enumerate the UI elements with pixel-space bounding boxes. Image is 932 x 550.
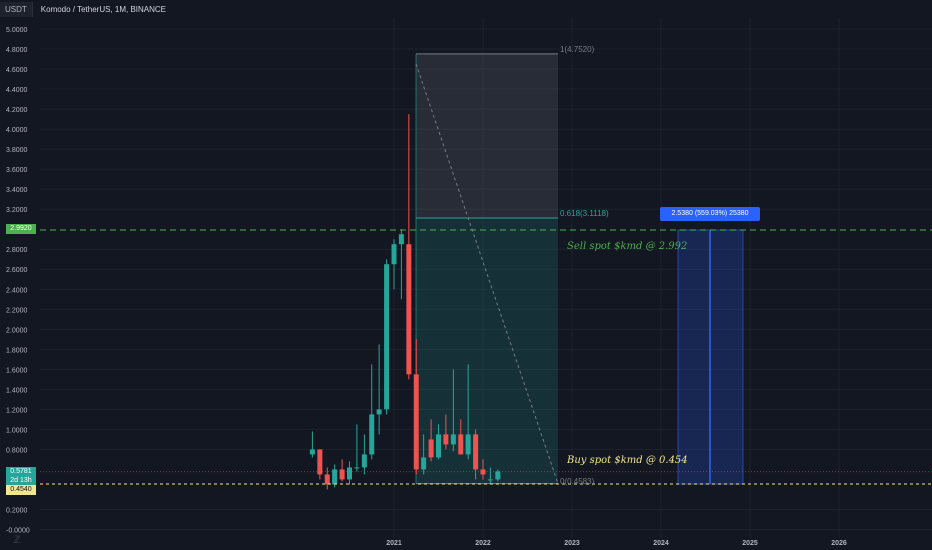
candle-body <box>480 469 486 475</box>
fib-trend-line <box>415 63 559 484</box>
candle-body <box>458 434 464 455</box>
candle-body <box>413 374 419 470</box>
fib-618-label: 0.618(3.1118) <box>560 209 609 218</box>
price-tick-label: 5.0000 <box>6 27 28 34</box>
candle-body <box>473 434 479 470</box>
price-tick-label: 2.8000 <box>6 247 28 254</box>
candle-body <box>443 434 449 445</box>
candle-body <box>391 244 397 265</box>
fib-retracement-drawing <box>415 53 559 485</box>
price-tick-label: 2.0000 <box>6 327 28 334</box>
candle-body <box>332 469 338 485</box>
price-tick-label: 2.4000 <box>6 287 28 294</box>
candle-body <box>398 234 404 245</box>
chart-header: USDT Komodo / TetherUS, 1M, BINANCE <box>0 0 166 18</box>
candle-body <box>428 439 434 458</box>
candle-body <box>347 467 352 480</box>
candle-body <box>495 471 501 480</box>
price-tick-label: 1.6000 <box>6 367 28 374</box>
price-levels <box>40 229 932 485</box>
candle-body <box>421 457 427 470</box>
current-price-tag: 0.5781 <box>6 467 36 477</box>
fib-bottom-label: 0(0.4583) <box>560 477 595 486</box>
price-tick-label: 4.0000 <box>6 127 28 134</box>
price-tick-label: 4.6000 <box>6 67 28 74</box>
time-tick-label: 2023 <box>564 540 580 547</box>
tradingview-logo-icon[interactable]: ℤ <box>13 535 21 546</box>
countdown-tag: 2d 13h <box>6 476 36 486</box>
candle-body <box>369 414 375 455</box>
fib-upper-zone <box>416 53 558 219</box>
date-range-drawing <box>677 229 744 485</box>
candle-body <box>354 467 360 469</box>
candle-body <box>324 474 330 485</box>
price-tick-label: 0.8000 <box>6 447 28 454</box>
candle-body <box>376 409 382 415</box>
candle-body <box>309 449 315 455</box>
buy-level-price-tag: 0.4540 <box>6 485 36 495</box>
price-tick-label: 2.6000 <box>6 267 28 274</box>
price-tick-label: 1.0000 <box>6 427 28 434</box>
candle-body <box>406 244 412 375</box>
time-tick-label: 2025 <box>742 540 758 547</box>
symbol-title[interactable]: Komodo / TetherUS, 1M, BINANCE <box>40 4 167 14</box>
price-tick-label: 1.2000 <box>6 407 28 414</box>
price-axis: 5.0000 4.8000 4.6000 4.4000 4.2000 4.0000 3.80… <box>6 27 30 535</box>
price-tick-label: 4.4000 <box>6 87 28 94</box>
price-tick-label: 4.8000 <box>6 47 28 54</box>
price-tick-label: -0.0000 <box>6 528 30 535</box>
price-tick-label: 0.2000 <box>6 507 28 514</box>
time-tick-label: 2026 <box>831 540 847 547</box>
quote-currency-badge[interactable]: USDT <box>0 1 33 17</box>
candle-body <box>339 469 345 480</box>
time-tick-label: 2022 <box>475 540 491 547</box>
sell-level-price-tag: 2.9920 <box>6 224 36 234</box>
candles-layer <box>309 114 501 490</box>
candle-body <box>361 454 367 468</box>
price-tick-label: 3.6000 <box>6 167 28 174</box>
candle-body <box>450 434 456 445</box>
price-tick-label: 2.2000 <box>6 307 28 314</box>
time-tick-label: 2024 <box>653 540 669 547</box>
candle-body <box>436 434 441 458</box>
price-tick-label: 4.2000 <box>6 107 28 114</box>
chart-grid <box>40 18 932 538</box>
buy-annotation: Buy spot $kmd @ 0.454 <box>567 455 688 466</box>
date-range-label[interactable]: 2.5380 (559.03%) 25380 <box>660 207 760 221</box>
price-tick-label: 1.8000 <box>6 347 28 354</box>
price-tick-label: 3.8000 <box>6 147 28 154</box>
time-tick-label: 2021 <box>386 540 402 547</box>
price-tick-label: 3.2000 <box>6 207 28 214</box>
price-tick-label: 1.4000 <box>6 387 28 394</box>
time-axis: 202120222023202420252026202 <box>386 540 847 547</box>
candle-body <box>317 449 323 475</box>
fib-top-label: 1(4.7520) <box>560 45 595 54</box>
candle-body <box>487 479 493 481</box>
candle-body <box>465 434 471 455</box>
candle-body <box>384 264 390 410</box>
price-tick-label: 3.4000 <box>6 187 28 194</box>
sell-annotation: Sell spot $kmd @ 2.992 <box>567 241 688 252</box>
